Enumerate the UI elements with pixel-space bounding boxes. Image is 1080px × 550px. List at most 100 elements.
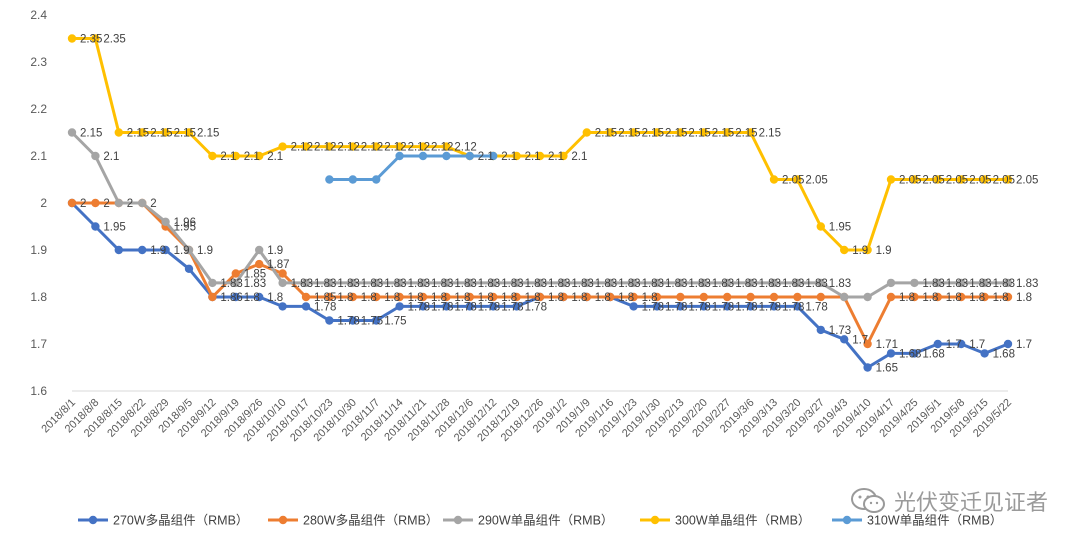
data-point xyxy=(863,339,872,349)
data-point xyxy=(1003,292,1013,302)
data-label: 1.7 xyxy=(1016,339,1032,351)
data-point xyxy=(348,316,357,325)
data-point xyxy=(910,175,919,184)
data-label: 2 xyxy=(80,198,86,210)
data-point xyxy=(816,325,825,335)
data-point xyxy=(535,151,545,161)
data-point xyxy=(348,292,357,302)
data-label: 2.12 xyxy=(291,142,313,154)
data-point xyxy=(980,349,989,358)
data-label: 1.83 xyxy=(501,278,523,290)
data-label: 1.8 xyxy=(408,292,424,304)
data-label: 1.83 xyxy=(782,278,804,290)
data-point xyxy=(418,278,428,288)
legend-item-5: 310W单晶组件（RMB） xyxy=(832,514,1002,528)
y-tick-label: 2.1 xyxy=(30,149,47,163)
data-point xyxy=(559,278,568,288)
data-label: 1.83 xyxy=(384,278,406,290)
data-label: 2.1 xyxy=(548,151,564,163)
data-label: 1.65 xyxy=(876,363,898,375)
data-point xyxy=(255,245,264,255)
data-point xyxy=(442,142,451,151)
data-label: 1.75 xyxy=(361,316,383,328)
data-point xyxy=(184,128,194,137)
data-point xyxy=(629,292,638,302)
data-label: 1.78 xyxy=(478,301,500,313)
data-label: 1.83 xyxy=(688,278,710,290)
data-label: 2.15 xyxy=(735,128,757,140)
watermark: 光伏变迁见证者 xyxy=(850,485,1048,517)
data-label: 2.1 xyxy=(501,151,517,163)
data-point xyxy=(746,278,755,288)
data-label: 1.78 xyxy=(712,301,734,313)
data-label: 2.12 xyxy=(454,142,476,154)
data-label: 1.78 xyxy=(735,301,757,313)
data-label: 2.12 xyxy=(431,142,453,154)
data-point xyxy=(652,278,662,288)
y-tick-label: 1.8 xyxy=(30,290,47,304)
legend-swatch-marker xyxy=(453,515,463,525)
data-label: 1.95 xyxy=(103,222,125,234)
data-label: 1.78 xyxy=(759,301,781,313)
data-point xyxy=(606,278,615,288)
data-label: 2.1 xyxy=(244,151,260,163)
data-point xyxy=(301,278,311,288)
data-label: 1.83 xyxy=(829,278,851,290)
data-label: 2.05 xyxy=(805,175,827,187)
data-label: 1.8 xyxy=(431,292,447,304)
data-label: 1.83 xyxy=(431,278,453,290)
data-point xyxy=(325,175,334,184)
data-label: 1.71 xyxy=(876,339,898,351)
data-point xyxy=(863,292,872,302)
data-label: 1.78 xyxy=(431,301,453,313)
data-point xyxy=(395,151,404,161)
data-point xyxy=(980,175,989,184)
data-point xyxy=(769,302,779,311)
legend-item-2: 280W多晶组件（RMB） xyxy=(268,514,438,528)
data-label: 1.78 xyxy=(525,301,547,313)
data-point xyxy=(325,292,334,302)
data-label: 1.9 xyxy=(267,245,283,257)
data-label: 2.15 xyxy=(150,128,172,140)
data-label: 1.83 xyxy=(735,278,757,290)
data-label: 1.8 xyxy=(267,292,283,304)
data-label: 1.78 xyxy=(782,301,804,313)
data-point xyxy=(957,175,966,184)
data-label: 2.1 xyxy=(571,151,587,163)
data-point xyxy=(676,292,685,302)
data-point xyxy=(559,151,568,161)
data-label: 2 xyxy=(127,198,133,210)
data-label: 1.83 xyxy=(969,278,991,290)
data-point xyxy=(606,292,615,302)
data-label: 2.05 xyxy=(1016,175,1038,187)
data-label: 1.8 xyxy=(548,292,564,304)
data-point xyxy=(91,198,100,208)
legend-label: 310W单晶组件（RMB） xyxy=(867,514,1002,528)
data-label: 1.8 xyxy=(571,292,587,304)
data-point xyxy=(746,302,755,311)
data-point xyxy=(910,349,919,358)
data-label: 1.8 xyxy=(969,292,985,304)
data-point xyxy=(184,264,194,273)
data-point xyxy=(348,175,357,184)
data-label: 2.15 xyxy=(688,128,710,140)
data-label: 1.83 xyxy=(454,278,476,290)
data-point xyxy=(489,151,498,161)
data-point xyxy=(980,292,989,302)
data-point xyxy=(231,151,240,161)
data-label: 1.83 xyxy=(922,278,944,290)
data-label: 1.83 xyxy=(759,278,781,290)
data-point xyxy=(348,142,357,151)
data-label: 1.78 xyxy=(501,301,523,313)
data-point xyxy=(138,198,147,208)
data-point xyxy=(512,278,521,288)
data-point xyxy=(231,269,240,278)
legend-label: 290W单晶组件（RMB） xyxy=(478,514,613,528)
legend-label: 300W单晶组件（RMB） xyxy=(675,514,810,528)
data-point xyxy=(395,292,404,302)
data-label: 2.12 xyxy=(337,142,359,154)
data-point xyxy=(863,363,872,372)
data-label: 1.83 xyxy=(525,278,547,290)
data-label: 1.78 xyxy=(408,301,430,313)
